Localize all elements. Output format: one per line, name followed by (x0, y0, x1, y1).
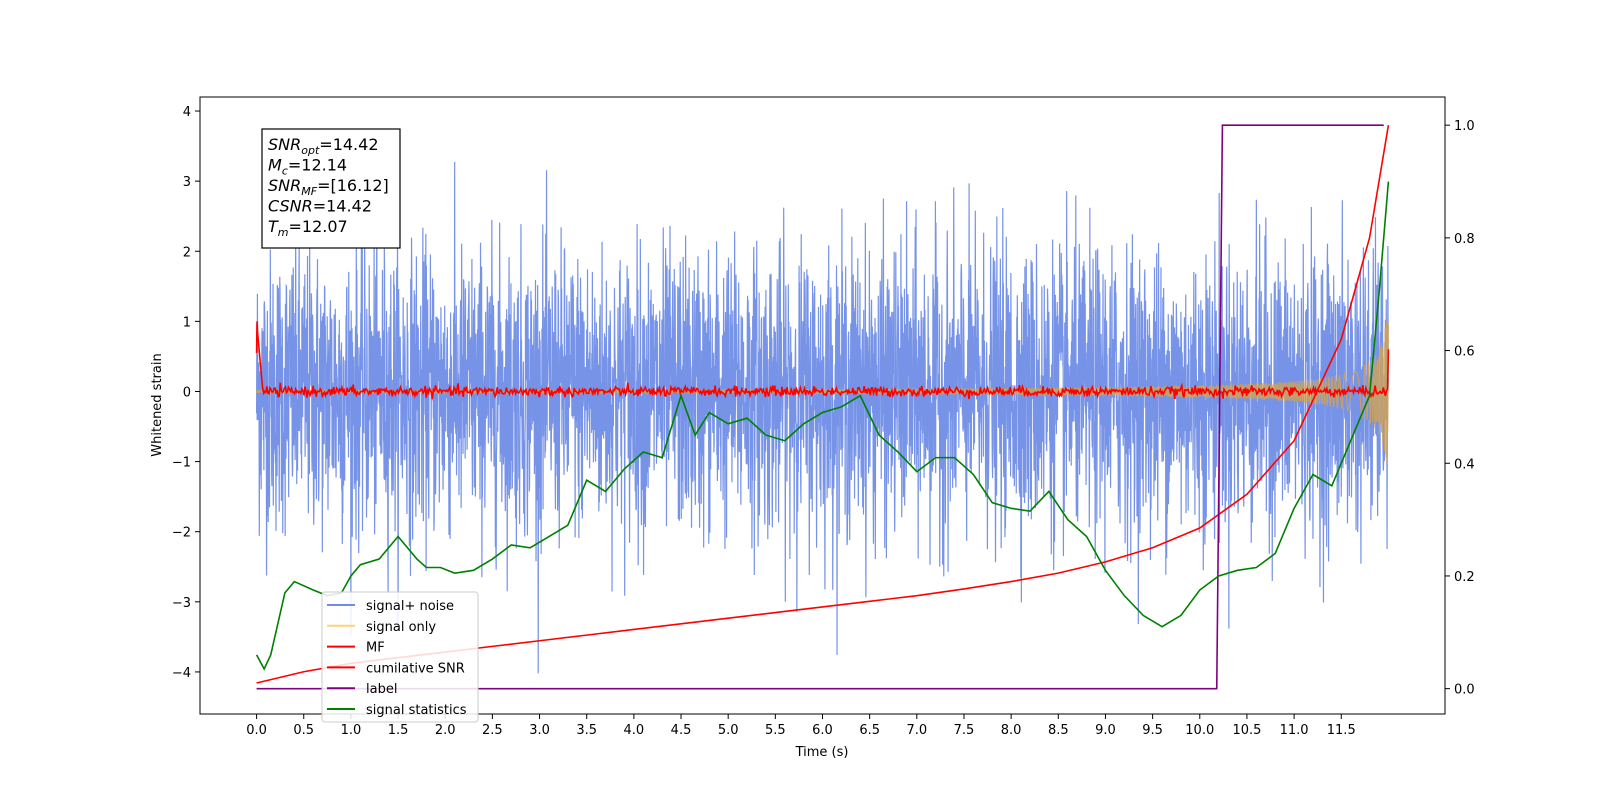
x-tick-label: 2.5 (482, 723, 503, 738)
x-tick-label: 7.5 (954, 723, 975, 738)
y-axis-left: −4 −3 −2 −1 0 1 2 3 4 (172, 105, 200, 681)
x-tick-label: 5.0 (718, 723, 739, 738)
y-axis-label: Whitened strain (150, 353, 165, 456)
x-tick-label: 0.5 (293, 723, 314, 738)
x-tick-label: 9.0 (1095, 723, 1116, 738)
legend-label: cumilative SNR (366, 661, 465, 676)
y-tick-label-right: 0.8 (1454, 232, 1475, 247)
x-tick-label: 4.0 (624, 723, 645, 738)
series-signal-statistics-line (255, 181, 1390, 671)
x-tick-label: 10.0 (1185, 723, 1214, 738)
x-tick-label: 8.5 (1048, 723, 1069, 738)
y-tick-label-left: 2 (183, 245, 191, 260)
x-tick-label: 11.5 (1327, 723, 1356, 738)
legend: signal+ noise signal only MF cumilative SNR… (321, 591, 479, 723)
annotation-line: CSNR=14.42 (268, 197, 372, 216)
x-tick-label: 6.5 (859, 723, 880, 738)
y-tick-label-left: −3 (172, 596, 191, 611)
y-tick-label-left: 1 (183, 315, 191, 330)
x-tick-label: 1.5 (388, 723, 409, 738)
y-tick-label-left: 3 (183, 175, 191, 190)
annotation-line: SNRopt=14.42 (268, 135, 379, 157)
x-tick-label: 4.5 (671, 723, 692, 738)
y-tick-label-right: 0.6 (1454, 345, 1475, 360)
y-tick-label-left: −4 (172, 666, 191, 681)
stats-annotation-box: SNRopt=14.42Mc=12.14SNRMF=[16.12]CSNR=14… (261, 128, 401, 249)
y-tick-label-right: 1.0 (1454, 119, 1475, 134)
x-tick-label: 2.0 (435, 723, 456, 738)
y-axis-right: 0.0 0.2 0.4 0.6 0.8 1.0 (1445, 119, 1475, 698)
y-tick-label-right: 0.4 (1454, 457, 1475, 472)
y-tick-label-left: 4 (183, 105, 191, 120)
annotation-line: SNRMF=[16.12] (268, 176, 389, 198)
x-tick-label: 3.0 (529, 723, 550, 738)
x-axis: 0.0 0.5 1.0 1.5 2.0 2.5 3.0 3.5 4.0 4.5 5.0 5.5 6.0 6… (246, 714, 1356, 738)
x-tick-label: 8.0 (1001, 723, 1022, 738)
legend-label: MF (366, 641, 385, 656)
y-tick-label-right: 0.0 (1454, 683, 1475, 698)
series-label-line (256, 124, 1384, 690)
x-tick-label: 6.0 (812, 723, 833, 738)
x-tick-label: 0.0 (246, 723, 267, 738)
legend-label: signal statistics (366, 703, 467, 718)
series-mf-line (255, 321, 1390, 400)
y-tick-label-left: 0 (183, 385, 191, 400)
x-tick-label: 7.0 (906, 723, 927, 738)
legend-frame (321, 591, 479, 723)
legend-label: label (366, 682, 397, 697)
x-tick-label: 3.5 (576, 723, 597, 738)
legend-label: signal+ noise (366, 599, 454, 614)
x-tick-label: 11.0 (1280, 723, 1309, 738)
y-tick-label-right: 0.2 (1454, 570, 1475, 585)
annotation-line: Tm=12.07 (268, 217, 348, 239)
x-tick-label: 5.5 (765, 723, 786, 738)
x-tick-label: 1.0 (341, 723, 362, 738)
x-tick-label: 9.5 (1142, 723, 1163, 738)
x-axis-label: Time (s) (795, 745, 849, 760)
x-tick-label: 10.5 (1232, 723, 1261, 738)
y-tick-label-left: −2 (172, 526, 191, 541)
annotation-frame (261, 128, 401, 249)
legend-label: signal only (366, 620, 436, 635)
y-tick-label-left: −1 (172, 456, 191, 471)
annotation-line: Mc=12.14 (268, 156, 347, 178)
